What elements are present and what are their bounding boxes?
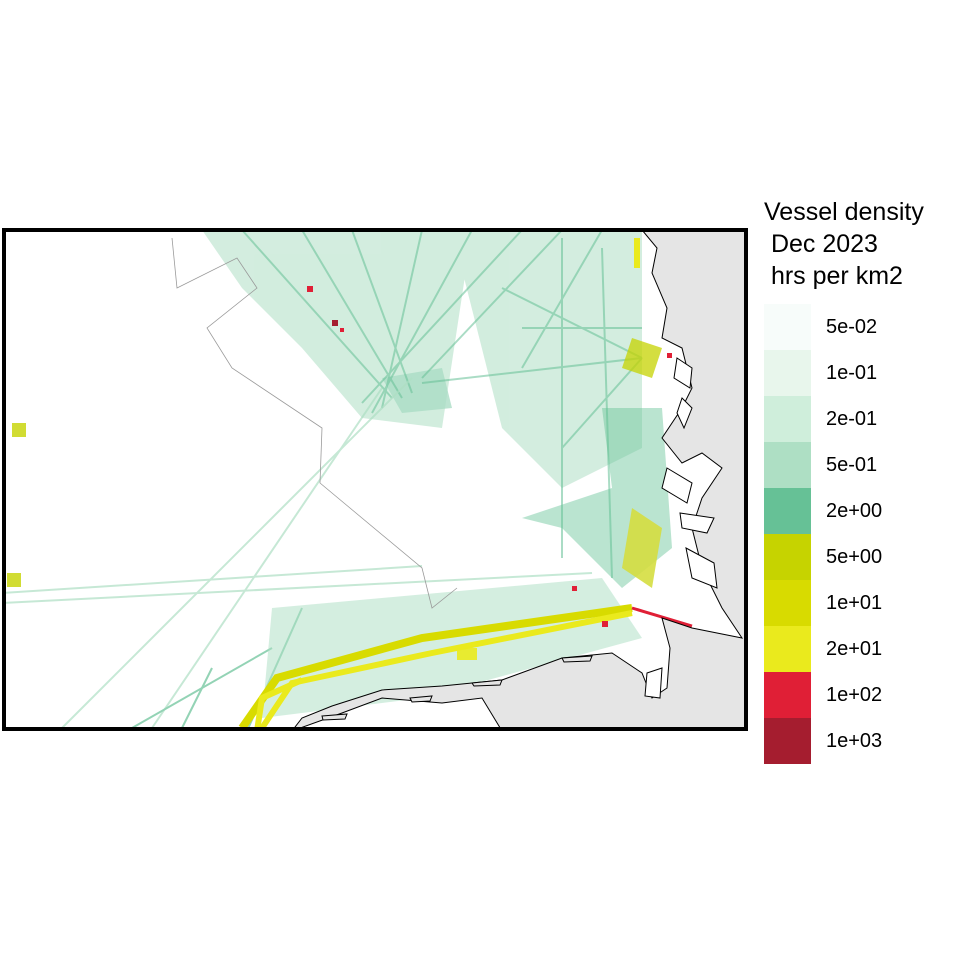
vessel-density-map xyxy=(2,228,748,731)
legend-item: 5e-02 xyxy=(764,304,958,350)
legend-item: 5e-01 xyxy=(764,442,958,488)
legend-swatch xyxy=(764,396,811,442)
legend-swatch xyxy=(764,718,811,764)
legend-item: 1e+01 xyxy=(764,580,958,626)
legend-label: 5e-01 xyxy=(826,442,877,488)
legend-label: 1e+01 xyxy=(826,580,882,626)
legend-swatch xyxy=(764,626,811,672)
legend-item: 1e+03 xyxy=(764,718,958,764)
legend-swatch xyxy=(764,672,811,718)
legend-swatch xyxy=(764,534,811,580)
legend-label: 5e+00 xyxy=(826,534,882,580)
legend-item: 2e+01 xyxy=(764,626,958,672)
legend-item: 2e+00 xyxy=(764,488,958,534)
legend-item: 2e-01 xyxy=(764,396,958,442)
legend-item: 5e+00 xyxy=(764,534,958,580)
legend-swatch xyxy=(764,442,811,488)
legend-swatch xyxy=(764,350,811,396)
legend-item: 1e+02 xyxy=(764,672,958,718)
legend: Vessel density Dec 2023 hrs per km2 5e-0… xyxy=(764,196,958,292)
legend-label: 5e-02 xyxy=(826,304,877,350)
legend-label: 2e+01 xyxy=(826,626,882,672)
legend-label: 2e+00 xyxy=(826,488,882,534)
legend-title: Vessel density Dec 2023 hrs per km2 xyxy=(764,196,958,292)
legend-swatch xyxy=(764,304,811,350)
legend-swatch xyxy=(764,580,811,626)
legend-label: 1e+02 xyxy=(826,672,882,718)
legend-swatch xyxy=(764,488,811,534)
legend-label: 1e+03 xyxy=(826,718,882,764)
legend-item: 1e-01 xyxy=(764,350,958,396)
legend-label: 1e-01 xyxy=(826,350,877,396)
legend-label: 2e-01 xyxy=(826,396,877,442)
